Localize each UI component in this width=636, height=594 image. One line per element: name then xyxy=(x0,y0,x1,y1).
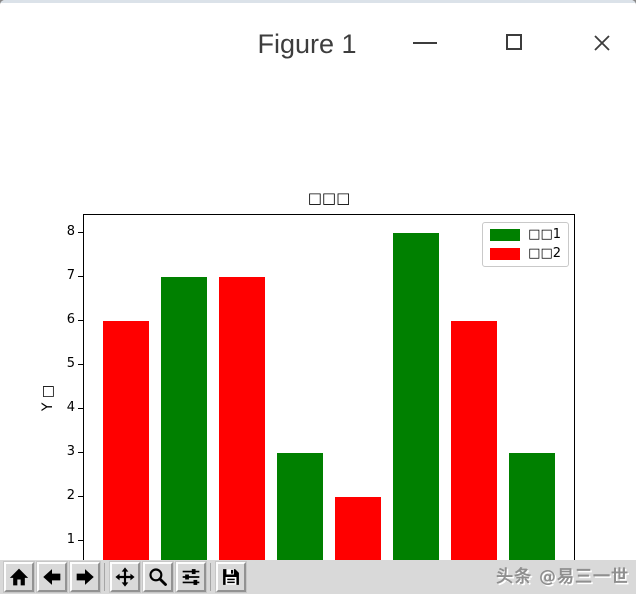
y-tick-mark xyxy=(78,407,83,409)
toolbar-separator xyxy=(210,563,211,591)
bar-x3 xyxy=(218,276,265,585)
bar-x2 xyxy=(160,276,207,585)
y-tick-label: 1 xyxy=(66,531,75,547)
save-button[interactable] xyxy=(216,562,246,592)
bar-x1 xyxy=(102,320,149,585)
legend: □□1 □□2 xyxy=(482,222,569,267)
y-tick-label: 3 xyxy=(66,443,75,459)
bar-x6 xyxy=(392,232,440,585)
home-button[interactable] xyxy=(4,562,34,592)
configure-subplots-button[interactable] xyxy=(176,562,206,592)
close-icon xyxy=(594,35,610,51)
home-icon xyxy=(9,567,29,587)
forward-button[interactable] xyxy=(70,562,100,592)
bar-x7 xyxy=(450,320,498,585)
y-tick-mark xyxy=(78,231,83,233)
legend-entry: □□2 xyxy=(490,246,561,261)
toolbar-separator xyxy=(104,563,105,591)
legend-swatch xyxy=(490,248,521,260)
watermark: 头条 @易三一世 xyxy=(496,567,629,587)
y-tick-label: 7 xyxy=(66,267,75,283)
chart-title: □□□ xyxy=(307,189,351,207)
window-title: Figure 1 xyxy=(257,29,357,59)
back-button[interactable] xyxy=(37,562,67,592)
pan-button[interactable] xyxy=(110,562,140,592)
y-tick-mark xyxy=(78,539,83,541)
zoom-icon xyxy=(148,567,168,587)
figure-canvas[interactable]: □□□ Y □ X □ □□1□□2 01234567812345678 xyxy=(0,76,636,594)
minimize-button[interactable] xyxy=(408,25,442,61)
legend-label: □□1 xyxy=(528,227,561,242)
navigation-toolbar xyxy=(0,560,636,594)
legend-label: □□2 xyxy=(528,246,561,261)
y-tick-label: 4 xyxy=(66,399,75,415)
minimize-icon xyxy=(413,42,437,44)
y-tick-mark xyxy=(78,363,83,365)
legend-swatch xyxy=(490,229,521,241)
legend-entry: □□1 xyxy=(490,227,561,242)
y-tick-mark xyxy=(78,495,83,497)
y-tick-label: 5 xyxy=(66,355,75,371)
configure-subplots-icon xyxy=(181,567,201,587)
y-tick-label: 2 xyxy=(66,487,75,503)
maximize-button[interactable] xyxy=(498,25,532,61)
y-tick-mark xyxy=(78,451,83,453)
plot-area[interactable]: □□1 □□2 xyxy=(83,214,575,585)
zoom-button[interactable] xyxy=(143,562,173,592)
save-icon xyxy=(221,567,241,587)
pan-icon xyxy=(115,567,135,587)
forward-icon xyxy=(75,567,95,587)
maximize-icon xyxy=(506,34,522,50)
y-tick-label: 6 xyxy=(66,311,75,327)
y-tick-mark xyxy=(78,319,83,321)
back-icon xyxy=(42,567,62,587)
window-top-edge xyxy=(0,0,636,3)
y-tick-mark xyxy=(78,275,83,277)
close-button[interactable] xyxy=(585,25,619,61)
y-tick-label: 8 xyxy=(66,223,75,239)
titlebar[interactable]: Figure 1 xyxy=(0,3,636,76)
